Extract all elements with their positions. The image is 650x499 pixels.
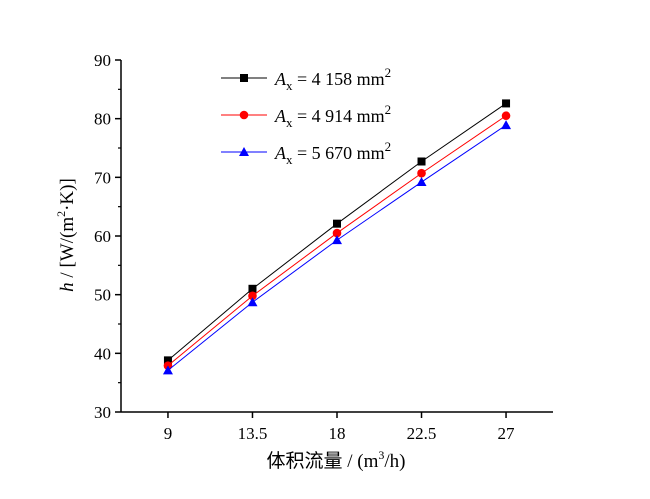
legend-sup: 2 — [385, 65, 392, 80]
legend-sub: x — [286, 78, 293, 93]
legend-marker — [239, 147, 249, 156]
legend-item-3: Ax = 5 670 mm2 — [221, 139, 391, 167]
data-point — [417, 157, 426, 166]
legend-label: Ax = 5 670 mm2 — [274, 139, 391, 167]
data-point — [162, 365, 173, 375]
legend-item-1: Ax = 4 158 mm2 — [221, 65, 391, 93]
series-3 — [162, 120, 512, 375]
legend-sub: x — [286, 115, 293, 130]
data-point — [333, 219, 341, 228]
y-tick-label: 70 — [94, 168, 111, 187]
data-point — [248, 284, 257, 293]
x-axis-title: 体积流量 / (m3/h) — [267, 448, 406, 472]
y-axis: 30 40 50 60 70 80 90 — [94, 51, 121, 422]
data-point — [416, 177, 427, 187]
data-point — [502, 99, 511, 108]
data-point — [501, 111, 511, 121]
y-tick-label: 90 — [94, 51, 111, 70]
series-2 — [163, 111, 511, 370]
series-1 — [163, 99, 511, 365]
legend-text: = 4 914 mm — [293, 106, 385, 126]
legend-marker — [240, 74, 248, 82]
series-layer — [162, 99, 512, 375]
legend-text: = 5 670 mm — [293, 143, 385, 163]
data-point — [247, 297, 258, 307]
legend-label: Ax = 4 914 mm2 — [274, 102, 391, 130]
x-tick-label: 13.5 — [238, 424, 268, 443]
data-point — [501, 120, 512, 130]
y-axis-title: h / [W/(m2·K)] — [54, 178, 78, 292]
x-axis-title-sup: 3 — [378, 448, 384, 462]
y-axis-title-tail: ·K)] — [57, 178, 78, 211]
x-axis: 9 13.5 18 22.5 27 — [164, 412, 515, 443]
y-tick-label: 30 — [94, 403, 111, 422]
x-axis-title-tail: /h) — [384, 451, 405, 472]
y-axis-title-sup: 2 — [54, 211, 68, 217]
legend-var: A — [274, 106, 287, 126]
legend-sup: 2 — [385, 139, 392, 154]
data-point — [332, 235, 342, 245]
y-axis-title-pre: / [W/(m — [57, 217, 78, 283]
data-point — [248, 291, 257, 301]
x-tick-label: 9 — [164, 424, 173, 443]
legend-sup: 2 — [385, 102, 392, 117]
y-tick-label: 80 — [94, 110, 111, 129]
legend-marker — [239, 110, 249, 120]
data-point — [417, 168, 426, 178]
x-tick-label: 18 — [329, 424, 346, 443]
x-tick-label: 22.5 — [407, 424, 437, 443]
x-tick-label: 27 — [498, 424, 516, 443]
legend-text: = 4 158 mm — [293, 69, 385, 89]
legend-item-2: Ax = 4 914 mm2 — [221, 102, 391, 130]
legend-label: Ax = 4 158 mm2 — [274, 65, 391, 93]
data-point — [163, 356, 172, 365]
data-point — [332, 228, 342, 238]
legend-var: A — [274, 143, 287, 163]
x-axis-title-main: 体积流量 / (m — [267, 450, 379, 472]
y-axis-title-var: h — [57, 282, 78, 292]
y-tick-label: 60 — [94, 227, 111, 246]
legend-var: A — [274, 69, 287, 89]
y-tick-label: 50 — [94, 286, 111, 305]
legend-sub: x — [286, 152, 293, 167]
y-tick-label: 40 — [94, 344, 111, 363]
